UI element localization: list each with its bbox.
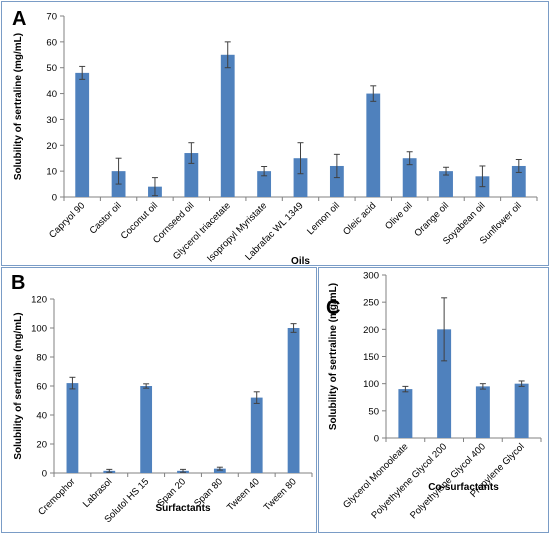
bar bbox=[398, 389, 413, 438]
bar bbox=[475, 386, 490, 438]
panel-b-label: B bbox=[11, 272, 26, 294]
bar bbox=[366, 93, 381, 197]
bar bbox=[184, 153, 199, 197]
category-label: Oleic acid bbox=[341, 200, 378, 237]
category-label: Olive oil bbox=[383, 200, 415, 232]
y-tick-label: 30 bbox=[46, 115, 57, 126]
y-tick-label: 40 bbox=[36, 411, 47, 422]
y-tick-label: 10 bbox=[46, 167, 57, 178]
y-tick-label: 100 bbox=[31, 324, 47, 335]
category-label: Orange oil bbox=[412, 200, 451, 239]
y-tick-label: 20 bbox=[46, 141, 57, 152]
bar bbox=[329, 165, 344, 197]
category-label: Glycerol Monooleate bbox=[341, 441, 410, 510]
category-label: Tween 40 bbox=[225, 476, 262, 513]
y-tick-label: 200 bbox=[363, 325, 379, 336]
panel-b: B 0 20 40 60 80 100 120 Cremophor Labrasol Soluto… bbox=[1, 267, 317, 533]
bar bbox=[140, 386, 153, 473]
bar bbox=[213, 468, 226, 473]
y-tick-label: 120 bbox=[31, 295, 47, 306]
bar bbox=[250, 397, 263, 473]
y-tick-label: 50 bbox=[368, 406, 379, 417]
y-tick-label: 50 bbox=[46, 63, 57, 74]
x-axis-title: Surfactants bbox=[155, 503, 210, 514]
bar bbox=[514, 383, 529, 438]
y-tick-label: 150 bbox=[363, 352, 379, 363]
bar bbox=[437, 329, 452, 438]
y-tick-label: 70 bbox=[46, 12, 57, 23]
y-tick-label: 60 bbox=[36, 382, 47, 393]
bar bbox=[75, 72, 90, 197]
bar bbox=[257, 171, 272, 197]
bar bbox=[293, 158, 308, 197]
y-tick-label: 250 bbox=[363, 298, 379, 309]
panel-a: A 0 10 20 30 40 50 60 70 Capryol 90 Castor oil Coc… bbox=[1, 1, 549, 267]
x-axis-title: Co-surfactants bbox=[428, 482, 499, 493]
y-tick-label: 0 bbox=[374, 434, 379, 445]
y-axis-title: Solubility of sertraline (mg/mL) bbox=[13, 33, 24, 180]
x-axis-title: Oils bbox=[291, 256, 310, 267]
category-label: Tween 80 bbox=[262, 476, 299, 513]
category-label: Cremophor bbox=[36, 476, 77, 517]
y-tick-label: 80 bbox=[36, 353, 47, 364]
bar bbox=[402, 158, 417, 197]
y-tick-label: 0 bbox=[52, 193, 57, 204]
y-axis-title: Solubility of sertraline (mg/mL) bbox=[13, 312, 24, 459]
panel-c: C 0 50 100 150 200 250 300 Glycerol Monooleate P… bbox=[318, 267, 549, 533]
category-label: Castor oil bbox=[88, 200, 124, 236]
category-label: Lemon oil bbox=[305, 200, 342, 237]
y-tick-label: 60 bbox=[46, 37, 57, 48]
y-tick-label: 20 bbox=[36, 440, 47, 451]
bar bbox=[287, 328, 300, 473]
y-axis-title: Solubility of sertraline (mg/mL) bbox=[328, 283, 339, 430]
bar bbox=[439, 171, 453, 197]
category-label: Labrasol bbox=[81, 476, 115, 510]
y-tick-label: 300 bbox=[363, 271, 379, 282]
panel-c-label: C bbox=[326, 297, 341, 319]
bar bbox=[220, 54, 235, 198]
category-label: Capryol 90 bbox=[47, 200, 87, 240]
panel-a-label: A bbox=[12, 8, 27, 30]
y-tick-label: 0 bbox=[42, 469, 47, 480]
bar bbox=[66, 383, 79, 473]
bar bbox=[511, 165, 526, 197]
y-tick-label: 40 bbox=[46, 89, 57, 100]
y-tick-label: 100 bbox=[363, 379, 379, 390]
